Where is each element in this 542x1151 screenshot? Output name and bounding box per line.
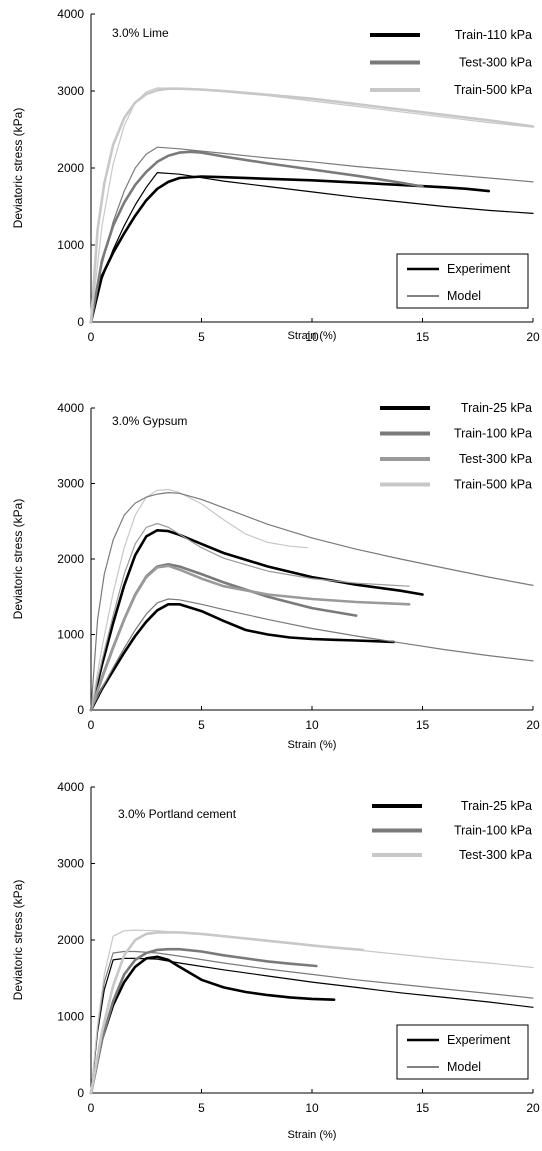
series-line-model <box>90 488 309 711</box>
chart-panel-2: 0 1000 2000 3000 4000 0 5 10 15 20 Strain (%) Devia… <box>11 401 540 751</box>
y-tick-label: 1000 <box>57 628 84 642</box>
panel-annotation: 3.0% Gypsum <box>112 414 187 428</box>
series-line-experiment <box>89 947 318 1095</box>
x-tick-label: 0 <box>88 718 95 732</box>
style-legend-label: Model <box>447 1060 481 1074</box>
chart-panel-1: 0 1000 2000 3000 4000 0 5 10 15 20 Strain (%) Devia… <box>11 7 540 344</box>
series-line-model <box>90 522 410 711</box>
y-tick-label: 3000 <box>57 857 84 871</box>
y-tick-label: 0 <box>77 703 84 717</box>
series-line-model <box>90 146 534 323</box>
x-tick-label: 5 <box>198 330 205 344</box>
style-legend-label: Model <box>447 289 481 303</box>
series-line-model <box>90 957 534 1094</box>
y-axis-label: Deviatoric stress (kPa) <box>11 880 25 1001</box>
legend-label: Train-500 kPa <box>454 83 532 97</box>
y-axis-label: Deviatoric stress (kPa) <box>11 108 25 229</box>
y-tick-label: 1000 <box>57 238 84 252</box>
series-line-model <box>90 929 534 1094</box>
y-axis-label: Deviatoric stress (kPa) <box>11 499 25 620</box>
x-axis-label: Strain (%) <box>288 1129 337 1141</box>
legend-label: Train-100 kPa <box>454 427 532 441</box>
y-tick-label: 3000 <box>57 84 84 98</box>
x-tick-label: 15 <box>416 330 430 344</box>
y-tick-label: 0 <box>77 1086 84 1100</box>
series-line-experiment <box>89 602 396 712</box>
style-legend-label: Experiment <box>447 1033 511 1047</box>
x-tick-label: 20 <box>526 1101 540 1115</box>
x-tick-label: 15 <box>416 718 430 732</box>
legend-label: Train-25 kPa <box>461 401 532 415</box>
series-line-experiment <box>89 564 411 712</box>
series-line-model <box>90 492 534 711</box>
x-axis-label: Strain (%) <box>288 739 337 751</box>
x-tick-label: 20 <box>526 718 540 732</box>
x-tick-label: 15 <box>416 1101 430 1115</box>
legend-label: Train-500 kPa <box>454 478 532 492</box>
x-tick-label: 10 <box>305 330 319 344</box>
legend-label: Test-300 kPa <box>459 452 532 466</box>
x-tick-label: 5 <box>198 1101 205 1115</box>
y-tick-label: 4000 <box>57 7 84 21</box>
series-line-experiment <box>89 955 336 1095</box>
y-tick-label: 3000 <box>57 477 84 491</box>
series-line-experiment <box>89 150 424 324</box>
x-tick-label: 20 <box>526 330 540 344</box>
x-tick-label: 5 <box>198 718 205 732</box>
style-legend-box <box>396 1024 529 1080</box>
legend-label: Test-300 kPa <box>459 56 532 70</box>
y-tick-label: 2000 <box>57 933 84 947</box>
y-tick-label: 2000 <box>57 552 84 566</box>
y-tick-label: 2000 <box>57 161 84 175</box>
y-tick-label: 0 <box>77 315 84 329</box>
legend-label: Test-300 kPa <box>459 848 532 862</box>
style-legend-label: Experiment <box>447 262 511 276</box>
panel-annotation: 3.0% Lime <box>112 26 169 40</box>
series-line-model <box>90 950 534 1094</box>
series-line-model <box>90 87 534 323</box>
x-axis-label: Strain (%) <box>288 330 337 342</box>
series-line-experiment <box>89 528 424 712</box>
y-tick-label: 1000 <box>57 1010 84 1024</box>
series-line-model <box>90 172 534 323</box>
legend-label: Train-100 kPa <box>454 824 532 838</box>
x-tick-label: 0 <box>88 330 95 344</box>
y-tick-label: 4000 <box>57 401 84 415</box>
chart-panel-3: 0 1000 2000 3000 4000 0 5 10 15 20 Strain (%) Devia… <box>11 780 540 1141</box>
y-tick-label: 4000 <box>57 780 84 794</box>
style-legend-box <box>396 253 529 309</box>
x-tick-label: 0 <box>88 1101 95 1115</box>
legend-label: Train-25 kPa <box>461 799 532 813</box>
x-tick-label: 10 <box>305 718 319 732</box>
x-tick-label: 10 <box>305 1101 319 1115</box>
panel-annotation: 3.0% Portland cement <box>118 807 237 821</box>
series-line-model <box>90 598 534 711</box>
series-line-experiment <box>89 175 491 324</box>
legend-label: Train-110 kPa <box>455 28 532 42</box>
